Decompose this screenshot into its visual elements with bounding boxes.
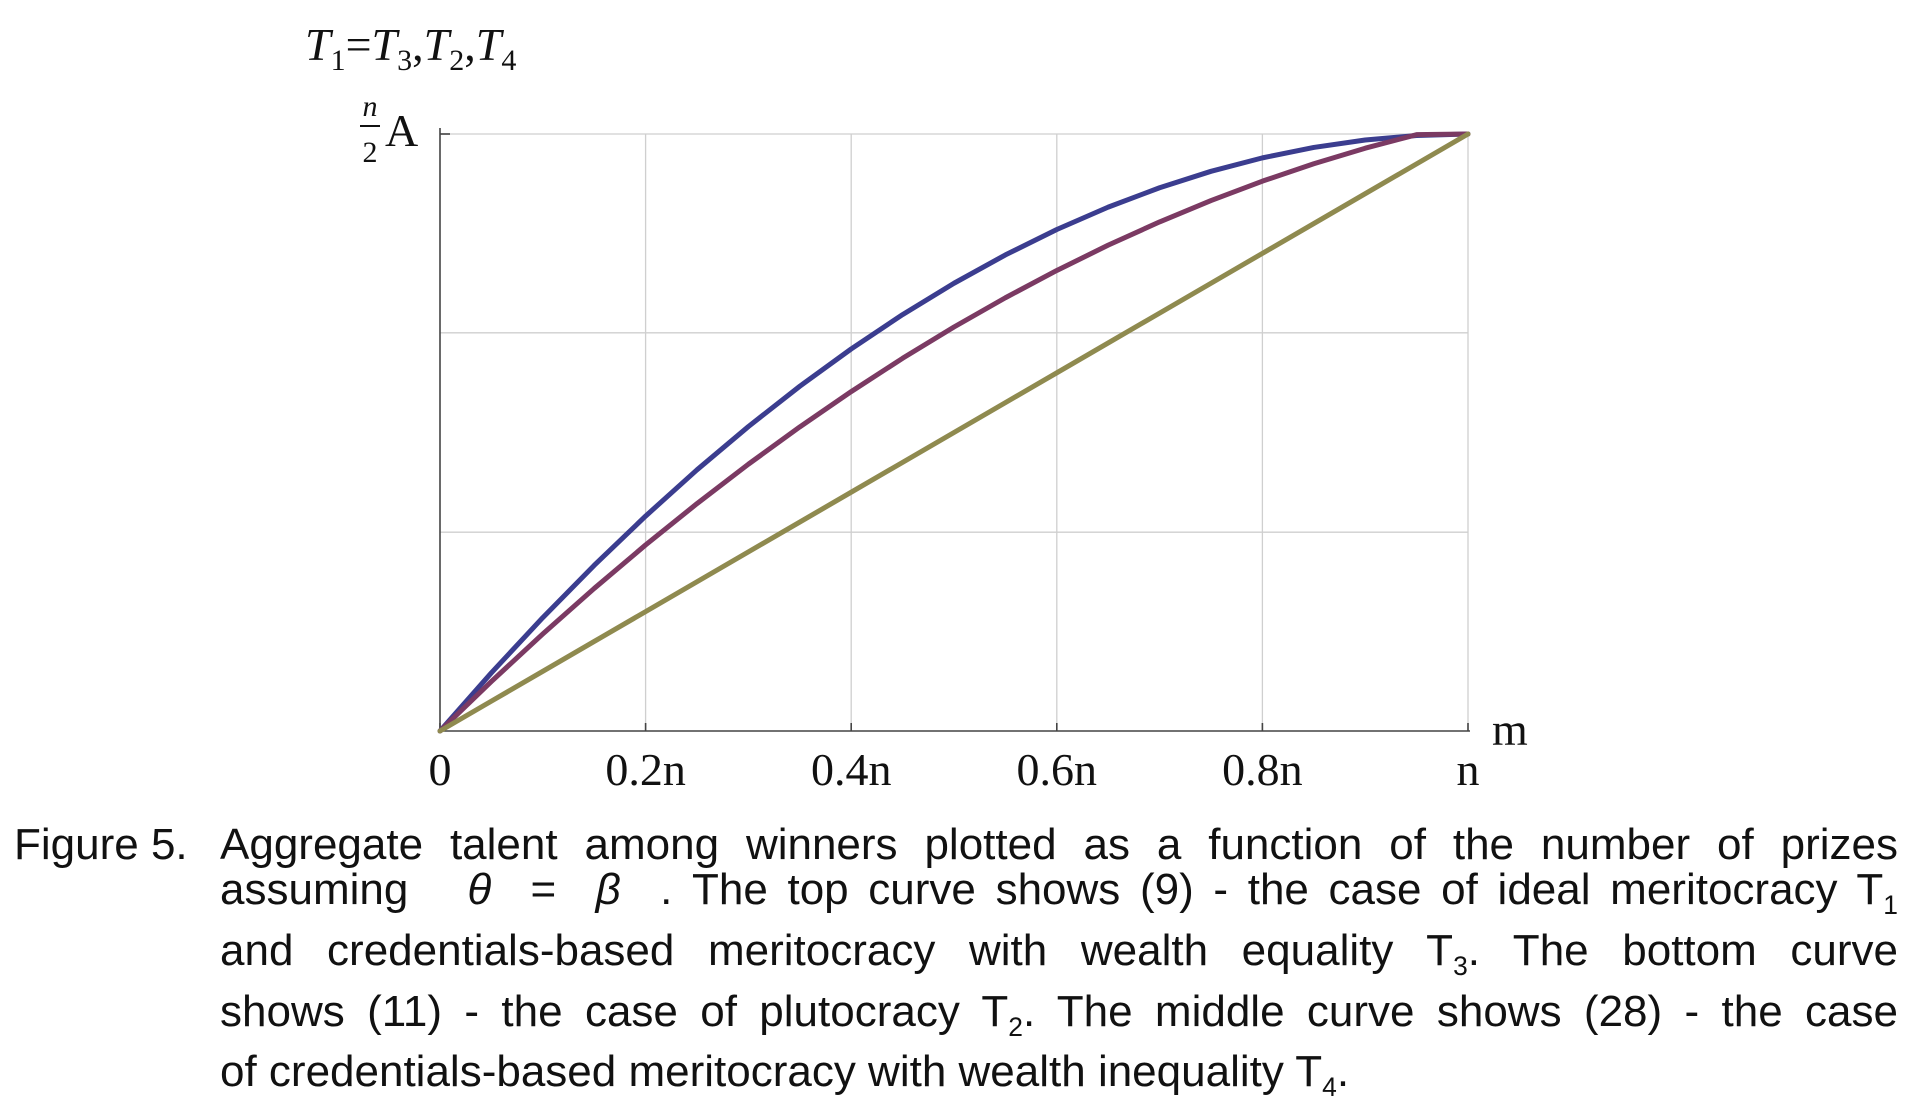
caption-row-5: of credentials-based meritocracy with we… [14, 1049, 1898, 1110]
caption-figure-number: Figure 5. [14, 820, 188, 869]
caption-line-3: and credentials-based meritocracy with w… [220, 925, 1898, 981]
chart: 0 0.2n 0.4n 0.6n 0.8n n T1=T3,T2,T4 n 2 A m [305, 19, 1528, 795]
grid [440, 133, 1469, 731]
y-axis-label: n 2 A [360, 90, 418, 169]
caption-line-2: assuming θ = β . The top curve shows (9)… [220, 865, 1898, 920]
y-label-numerator: n [363, 90, 378, 123]
caption-row-2: assuming θ = β . The top curve shows (9)… [14, 867, 1898, 928]
x-tick-label-2: 0.4n [811, 744, 892, 795]
figure-caption: Figure 5. Aggregate talent among winners… [14, 822, 1898, 1110]
x-tick-label-5: n [1457, 744, 1480, 795]
x-tick-label-0: 0 [429, 744, 452, 795]
caption-row-4: shows (11) - the case of plutocracy T2. … [14, 989, 1898, 1050]
axes [439, 128, 1470, 732]
y-label-denominator: 2 [363, 136, 378, 169]
caption-line-1: Aggregate talent among winners plotted a… [220, 820, 1898, 869]
series-line-1 [437, 131, 1471, 734]
series-line-2 [437, 131, 1471, 734]
x-tick-label-4: 0.8n [1222, 744, 1303, 795]
series-group [437, 131, 1471, 734]
chart-title: T1=T3,T2,T4 [305, 19, 516, 77]
caption-row-1: Figure 5. Aggregate talent among winners… [14, 822, 1898, 867]
x-tick-label-1: 0.2n [605, 744, 686, 795]
y-label-symbol: A [385, 105, 418, 156]
caption-line-4: shows (11) - the case of plutocracy T2. … [220, 986, 1899, 1042]
caption-line-5: of credentials-based meritocracy with we… [220, 1047, 1350, 1103]
x-tick-label-3: 0.6n [1017, 744, 1098, 795]
series-line-0 [437, 131, 1471, 734]
x-tick-labels: 0 0.2n 0.4n 0.6n 0.8n n [429, 744, 1480, 795]
caption-row-3: and credentials-based meritocracy with w… [14, 928, 1898, 989]
x-axis-label: m [1492, 704, 1528, 755]
